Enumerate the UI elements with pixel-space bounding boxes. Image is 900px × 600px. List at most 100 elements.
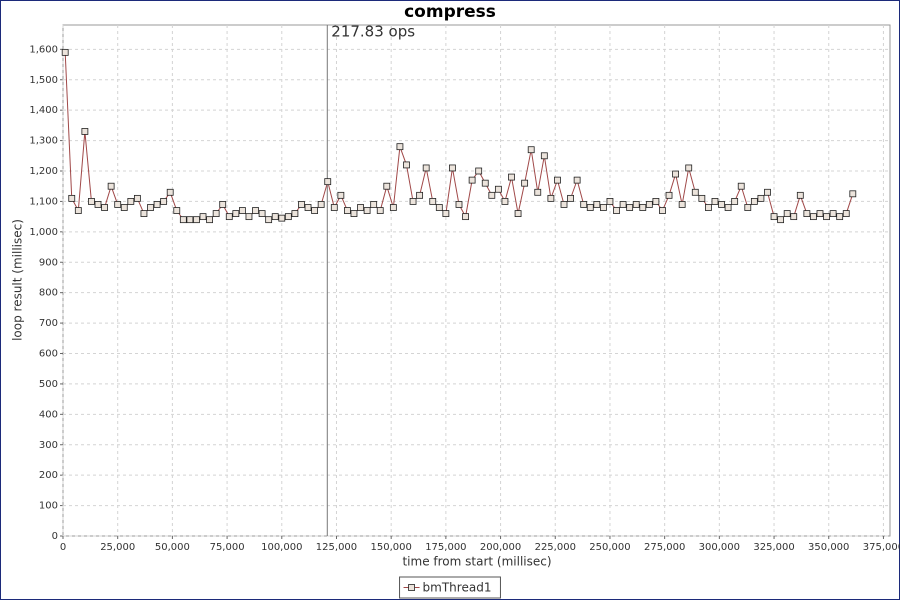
point-marker [540,152,548,160]
point-marker [370,201,378,208]
point-marker [81,128,89,135]
y-tick-label: 1,500 [29,75,58,86]
point-marker [849,190,857,198]
point-marker [166,188,174,196]
point-marker [114,201,122,208]
point-marker [613,207,620,214]
point-marker [61,48,69,56]
point-marker [88,198,95,205]
point-marker [409,198,417,205]
point-marker [586,204,594,211]
x-tick-label: 275,000 [644,542,685,553]
point-marker [298,201,305,208]
point-marker [304,204,312,211]
point-marker [225,213,233,221]
point-marker [284,213,292,221]
point-marker [632,201,640,208]
point-marker [718,201,725,208]
point-marker [685,164,693,172]
y-tick-label: 100 [39,501,58,512]
x-tick-label: 150,000 [370,542,411,553]
x-tick-label: 225,000 [535,542,576,553]
point-marker [698,194,706,202]
point-marker [731,198,739,205]
point-marker [462,213,469,221]
point-marker [593,201,601,208]
x-tick-label: 350,000 [808,542,849,553]
point-marker [186,216,194,224]
point-marker [757,194,765,202]
point-marker [403,161,410,169]
point-marker [153,201,161,208]
x-tick-label: 325,000 [753,542,794,553]
y-tick-label: 700 [39,318,58,329]
point-marker [239,207,246,214]
chart-title: compress [404,2,496,22]
x-tick-label: 250,000 [589,542,630,553]
point-marker [324,178,332,186]
point-marker [796,191,804,199]
point-marker [101,204,108,211]
point-marker [521,179,529,187]
point-marker [488,191,496,199]
point-marker [803,210,811,217]
point-marker [127,198,135,205]
point-marker [350,210,358,217]
legend: bmThread1 [399,576,501,599]
point-marker [770,213,778,221]
point-marker [501,198,509,205]
point-marker [199,213,207,221]
legend-box [399,576,501,599]
point-marker [527,146,535,154]
y-tick-label: 1,300 [29,136,58,147]
point-marker [547,194,555,202]
point-marker [232,210,240,217]
point-marker [258,210,266,217]
point-marker [836,213,844,221]
y-tick-label: 300 [39,440,58,451]
x-tick-label: 300,000 [699,542,740,553]
point-marker [829,210,837,217]
point-marker [363,207,371,214]
point-marker [645,201,653,208]
x-tick-label: 0 [60,542,66,553]
point-marker [678,201,686,208]
point-marker [599,204,607,211]
point-marker [508,173,515,181]
legend-label: bmThread1 [423,581,492,595]
point-marker [193,216,200,224]
point-marker [764,188,771,196]
point-marker [435,204,443,211]
y-tick-label: 1,600 [29,44,58,55]
y-axis-label: loop result (millisec) [11,219,25,341]
annotation: 217.83 ops [331,23,415,41]
y-tick-label: 0 [52,531,58,542]
point-marker [494,185,502,193]
point-marker [120,204,128,211]
point-marker [147,204,154,211]
x-tick-label: 75,000 [210,542,245,553]
point-marker [252,207,259,214]
point-marker [219,201,227,208]
point-marker [449,164,456,172]
point-marker [74,207,82,214]
point-marker [514,210,522,217]
point-marker [291,210,299,217]
point-marker [691,188,699,196]
point-marker [265,216,273,224]
point-marker [783,210,791,217]
x-tick-label: 50,000 [155,542,190,553]
point-marker [567,194,574,202]
point-marker [652,198,660,205]
y-tick-label: 1,400 [29,105,58,116]
point-marker [68,194,76,202]
point-marker [173,207,181,214]
point-marker [389,204,397,211]
point-marker [140,210,148,217]
point-marker [278,214,286,222]
x-tick-label: 375,000 [863,542,900,553]
point-marker [534,188,542,196]
y-tick-label: 600 [39,349,58,360]
point-marker [271,213,279,221]
point-marker [337,191,345,199]
